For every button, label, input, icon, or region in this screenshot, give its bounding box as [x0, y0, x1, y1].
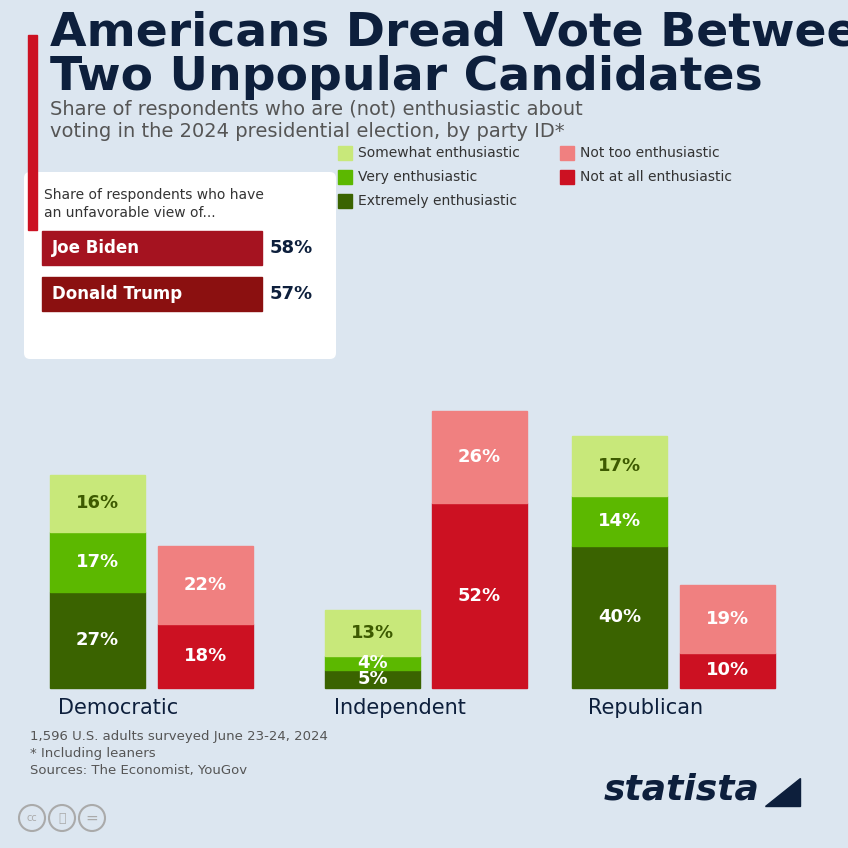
Bar	[42, 231, 262, 265]
Text: Not at all enthusiastic: Not at all enthusiastic	[580, 170, 732, 184]
Text: Americans Dread Vote Between: Americans Dread Vote Between	[50, 10, 848, 55]
Text: 22%: 22%	[184, 576, 227, 594]
Bar	[42, 277, 262, 311]
Bar	[28, 35, 37, 230]
Text: Share of respondents who are (not) enthusiastic about: Share of respondents who are (not) enthu…	[50, 100, 583, 119]
Bar	[680, 585, 775, 652]
Text: 52%: 52%	[458, 587, 501, 605]
Text: 58%: 58%	[270, 239, 313, 257]
Bar	[560, 146, 574, 160]
Text: Not too enthusiastic: Not too enthusiastic	[580, 146, 720, 160]
Text: ⓘ: ⓘ	[59, 812, 66, 824]
Bar	[680, 652, 775, 688]
Bar	[325, 670, 420, 688]
Bar	[560, 170, 574, 184]
Bar	[158, 624, 253, 688]
Bar	[432, 411, 527, 504]
Text: 17%: 17%	[598, 457, 641, 475]
Text: cc: cc	[26, 813, 37, 823]
Text: Democratic: Democratic	[58, 698, 178, 718]
Bar	[572, 436, 667, 496]
Bar	[338, 146, 352, 160]
Bar	[572, 546, 667, 688]
Text: Share of respondents who have: Share of respondents who have	[44, 188, 264, 202]
Bar	[158, 546, 253, 624]
Bar	[50, 475, 145, 532]
Text: Somewhat enthusiastic: Somewhat enthusiastic	[358, 146, 520, 160]
Text: 4%: 4%	[357, 654, 388, 672]
Text: 26%: 26%	[458, 449, 501, 466]
Text: =: =	[86, 811, 98, 825]
Text: an unfavorable view of...: an unfavorable view of...	[44, 206, 215, 220]
Text: 1,596 U.S. adults surveyed June 23-24, 2024: 1,596 U.S. adults surveyed June 23-24, 2…	[30, 730, 328, 743]
Text: 18%: 18%	[184, 647, 227, 665]
Text: 17%: 17%	[76, 553, 119, 571]
Bar	[325, 610, 420, 656]
Text: 14%: 14%	[598, 512, 641, 530]
Text: 19%: 19%	[706, 610, 749, 628]
Text: * Including leaners: * Including leaners	[30, 747, 156, 760]
Bar	[50, 532, 145, 592]
Text: 5%: 5%	[357, 670, 388, 688]
Bar	[338, 170, 352, 184]
Bar	[325, 656, 420, 670]
Text: voting in the 2024 presidential election, by party ID*: voting in the 2024 presidential election…	[50, 122, 565, 141]
Text: 57%: 57%	[270, 285, 313, 303]
Polygon shape	[765, 778, 800, 806]
Text: Very enthusiastic: Very enthusiastic	[358, 170, 477, 184]
Text: Two Unpopular Candidates: Two Unpopular Candidates	[50, 55, 762, 100]
Bar	[432, 504, 527, 688]
FancyBboxPatch shape	[24, 172, 336, 359]
Text: Independent: Independent	[334, 698, 466, 718]
Text: Joe Biden: Joe Biden	[52, 239, 140, 257]
Text: 27%: 27%	[76, 631, 119, 649]
Text: 40%: 40%	[598, 608, 641, 626]
Text: Donald Trump: Donald Trump	[52, 285, 182, 303]
Bar	[338, 194, 352, 208]
Bar	[50, 592, 145, 688]
Text: Extremely enthusiastic: Extremely enthusiastic	[358, 194, 517, 208]
Text: Republican: Republican	[589, 698, 704, 718]
Text: 10%: 10%	[706, 661, 749, 679]
Text: Sources: The Economist, YouGov: Sources: The Economist, YouGov	[30, 764, 247, 777]
Text: 16%: 16%	[76, 494, 119, 512]
Bar	[572, 496, 667, 546]
Text: statista: statista	[604, 772, 760, 806]
Text: 13%: 13%	[351, 624, 394, 642]
